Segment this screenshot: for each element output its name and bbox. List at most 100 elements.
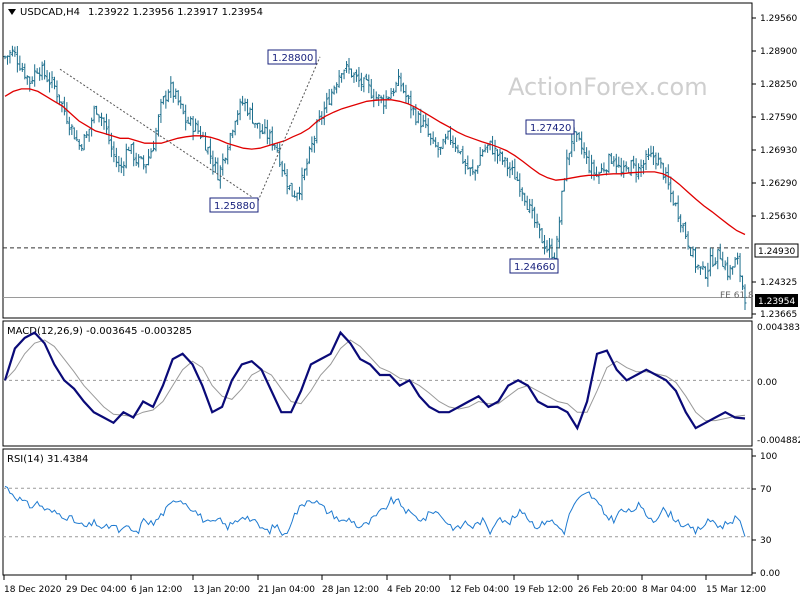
ohlc-bar <box>597 171 601 185</box>
ohlc-bar <box>107 119 111 145</box>
x-tick-label: 15 Mar 12:00 <box>706 585 766 595</box>
ohlc-bar <box>30 76 34 84</box>
ohlc-bar <box>33 64 37 87</box>
ohlc-bar <box>637 163 641 180</box>
ohlc-bar <box>295 192 299 202</box>
ohlc-bar <box>119 157 123 174</box>
ohlc-bar <box>538 223 542 239</box>
ohlc-bar <box>362 77 366 93</box>
ohlc-bar <box>310 136 314 153</box>
ohlc-bar <box>555 235 559 260</box>
ohlc-bar <box>399 72 403 92</box>
ohlc-bar <box>471 159 475 175</box>
ohlc-bar <box>607 153 611 173</box>
ohlc-bar <box>298 186 302 200</box>
ohlc-bar <box>258 122 262 139</box>
ohlc-bar <box>575 131 579 143</box>
ohlc-bar <box>547 238 551 258</box>
ohlc-bar <box>62 96 66 116</box>
ohlc-bar <box>639 159 643 177</box>
ohlc-bar <box>570 134 574 158</box>
ohlc-bar <box>246 98 250 117</box>
annotation-label: 1.27420 <box>530 123 571 134</box>
ohlc-bar <box>711 248 715 268</box>
ohlc-bar <box>196 120 200 134</box>
ohlc-bar <box>721 251 725 268</box>
ohlc-bar <box>411 106 415 116</box>
ohlc-bar <box>40 61 44 81</box>
ohlc-bar <box>743 284 747 310</box>
macd-panel <box>2 320 753 447</box>
ohlc-bar <box>661 162 665 180</box>
chevron-down-icon[interactable] <box>8 9 16 15</box>
ohlc-bar <box>236 110 240 125</box>
ohlc-bar <box>404 84 408 104</box>
ohlc-bar <box>335 82 339 94</box>
ohlc-bar <box>305 158 309 176</box>
ohlc-bar <box>476 165 480 174</box>
ohlc-bar <box>701 261 705 270</box>
ohlc-bar <box>357 66 361 88</box>
ohlc-bar <box>255 122 259 129</box>
ohlc-bar <box>8 50 12 64</box>
ohlc-bar <box>424 113 428 129</box>
ohlc-bar <box>95 105 99 115</box>
ohlc-bar <box>478 146 482 166</box>
rsi-title: RSI(14) 31.4384 <box>7 454 88 465</box>
ohlc-bar <box>322 101 326 126</box>
price-annotation: 1.27420 <box>525 119 575 135</box>
annotation-box <box>525 119 575 135</box>
ohlc-bar <box>523 192 527 206</box>
ohlc-bar <box>656 152 660 166</box>
ohlc-bar <box>100 112 104 127</box>
ohlc-bar <box>718 243 722 260</box>
watermark: ActionForex.com <box>508 73 708 101</box>
ohlc-bar <box>263 119 267 135</box>
ohlc-bar <box>431 131 435 144</box>
ohlc-bar <box>250 102 254 124</box>
ohlc-bar <box>439 146 443 155</box>
ohlc-bar <box>543 234 547 255</box>
x-tick-label: 29 Dec 04:00 <box>66 585 127 595</box>
x-tick-label: 12 Feb 04:00 <box>450 585 509 595</box>
ohlc-bar <box>233 120 237 136</box>
symbol-label: USDCAD,H4 <box>20 7 80 18</box>
annotation-box <box>209 197 259 213</box>
ohlc-bar <box>337 70 341 88</box>
ohlc-bar <box>354 69 358 82</box>
ohlc-label: 1.23922 1.23956 1.23917 1.23954 <box>88 7 263 18</box>
ohlc-bar <box>448 126 452 145</box>
ohlc-bar <box>500 151 504 165</box>
ohlc-bar <box>374 91 378 101</box>
ohlc-bar <box>176 90 180 106</box>
ohlc-bar <box>55 80 59 104</box>
ohlc-bar <box>456 144 460 154</box>
ohlc-bar <box>144 164 148 174</box>
ohlc-bar <box>45 70 49 83</box>
ohlc-bar <box>268 129 272 146</box>
ohlc-bar <box>10 45 14 57</box>
ohlc-bar <box>713 257 717 266</box>
ohlc-bar <box>221 153 225 176</box>
ohlc-bar <box>169 76 173 99</box>
ohlc-bar <box>253 122 257 128</box>
ohlc-bar <box>587 150 591 174</box>
rsi-tick-label: 70 <box>760 485 772 495</box>
ohlc-bar <box>347 57 351 74</box>
ohlc-bar <box>728 264 732 280</box>
price-annotation: 1.25880 <box>209 197 259 213</box>
ohlc-bar <box>109 132 113 158</box>
ohlc-bar <box>503 156 507 168</box>
ohlc-bar <box>129 144 133 154</box>
ohlc-bar <box>461 145 465 164</box>
ohlc-bar <box>92 105 96 124</box>
ohlc-bar <box>493 139 497 162</box>
ohlc-bar <box>228 132 232 151</box>
ohlc-bar <box>416 111 420 124</box>
price-tick-label: 1.26290 <box>760 179 797 189</box>
x-tick-label: 6 Jan 12:00 <box>131 585 183 595</box>
ohlc-bar <box>436 142 440 158</box>
price-tick-label: 1.25630 <box>760 212 797 222</box>
ohlc-bar <box>112 141 116 163</box>
